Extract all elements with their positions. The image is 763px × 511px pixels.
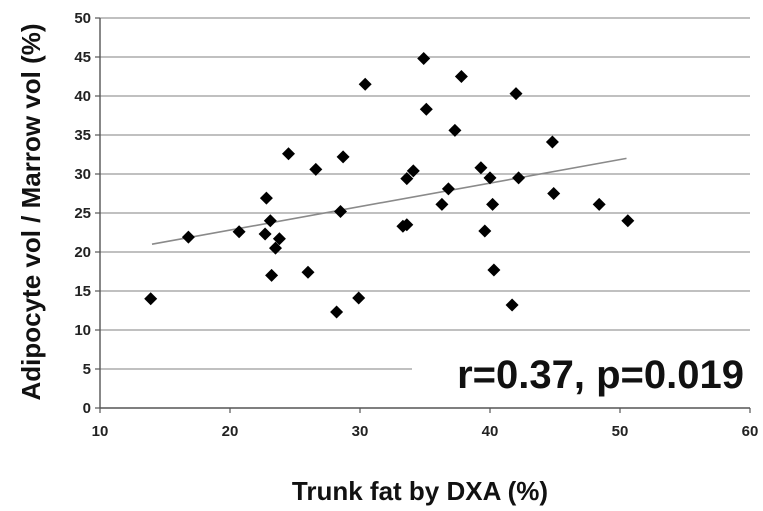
data-point-24 bbox=[441, 182, 455, 196]
data-point-1 bbox=[181, 230, 195, 244]
data-point-32 bbox=[505, 298, 519, 312]
data-point-37 bbox=[592, 197, 606, 211]
x-tick-label-50: 50 bbox=[612, 423, 629, 440]
data-point-21 bbox=[417, 52, 431, 66]
data-point-26 bbox=[454, 70, 468, 83]
data-point-10 bbox=[301, 265, 315, 279]
data-point-13 bbox=[334, 204, 347, 218]
data-points bbox=[144, 52, 635, 319]
y-tick-label-5: 5 bbox=[83, 361, 91, 378]
y-tick-label-20: 20 bbox=[74, 244, 91, 261]
x-axis-title: Trunk fat by DXA (%) bbox=[292, 476, 548, 506]
data-point-33 bbox=[509, 87, 523, 101]
data-point-36 bbox=[547, 187, 561, 200]
data-point-29 bbox=[483, 171, 497, 185]
data-point-5 bbox=[263, 214, 277, 228]
data-point-3 bbox=[258, 227, 272, 241]
data-point-18 bbox=[400, 218, 414, 232]
data-point-4 bbox=[259, 191, 273, 205]
data-point-9 bbox=[282, 147, 295, 161]
data-point-31 bbox=[487, 263, 501, 277]
data-point-22 bbox=[419, 102, 433, 116]
data-point-38 bbox=[621, 214, 635, 228]
data-point-7 bbox=[269, 241, 282, 255]
y-tick-label-10: 10 bbox=[74, 322, 91, 339]
correlation-annotation: r=0.37, p=0.019 bbox=[457, 353, 744, 397]
data-point-11 bbox=[309, 162, 323, 176]
data-point-12 bbox=[330, 305, 344, 319]
data-point-8 bbox=[272, 232, 286, 246]
x-tick-label-60: 60 bbox=[742, 423, 759, 440]
y-tick-label-0: 0 bbox=[83, 400, 91, 417]
y-tick-label-30: 30 bbox=[74, 166, 91, 183]
data-point-34 bbox=[512, 171, 526, 185]
x-tick-label-20: 20 bbox=[222, 423, 239, 440]
data-point-20 bbox=[406, 164, 420, 178]
y-tick-label-35: 35 bbox=[74, 127, 91, 144]
annotation-background bbox=[412, 345, 750, 401]
data-point-2 bbox=[232, 225, 246, 239]
y-tick-label-45: 45 bbox=[74, 49, 91, 66]
x-tick-label-40: 40 bbox=[482, 423, 499, 440]
x-tick-label-10: 10 bbox=[92, 423, 109, 440]
y-axis-title: Adipocyte vol / Marrow vol (%) bbox=[16, 23, 46, 400]
data-point-35 bbox=[545, 135, 559, 149]
data-point-16 bbox=[358, 77, 372, 91]
data-point-23 bbox=[435, 197, 449, 211]
data-point-30 bbox=[486, 197, 500, 211]
data-point-28 bbox=[478, 224, 492, 238]
y-tick-label-25: 25 bbox=[74, 205, 91, 222]
y-tick-label-40: 40 bbox=[74, 88, 91, 105]
y-tick-label-50: 50 bbox=[74, 10, 91, 27]
axes bbox=[95, 17, 751, 413]
data-point-15 bbox=[352, 291, 366, 305]
trendline bbox=[151, 157, 627, 245]
data-point-27 bbox=[474, 161, 488, 175]
data-point-0 bbox=[144, 292, 158, 306]
grid-lines bbox=[100, 17, 750, 370]
data-point-19 bbox=[400, 172, 414, 186]
data-point-6 bbox=[265, 268, 279, 282]
tick-labels: 0 5 10 15 20 25 30 35 40 45 50 10 20 30 40 50 60 bbox=[74, 10, 758, 440]
trendline-group bbox=[151, 157, 627, 245]
y-tick-label-15: 15 bbox=[74, 283, 91, 300]
data-point-14 bbox=[336, 150, 350, 164]
data-point-25 bbox=[448, 123, 462, 137]
x-tick-label-30: 30 bbox=[352, 423, 369, 440]
